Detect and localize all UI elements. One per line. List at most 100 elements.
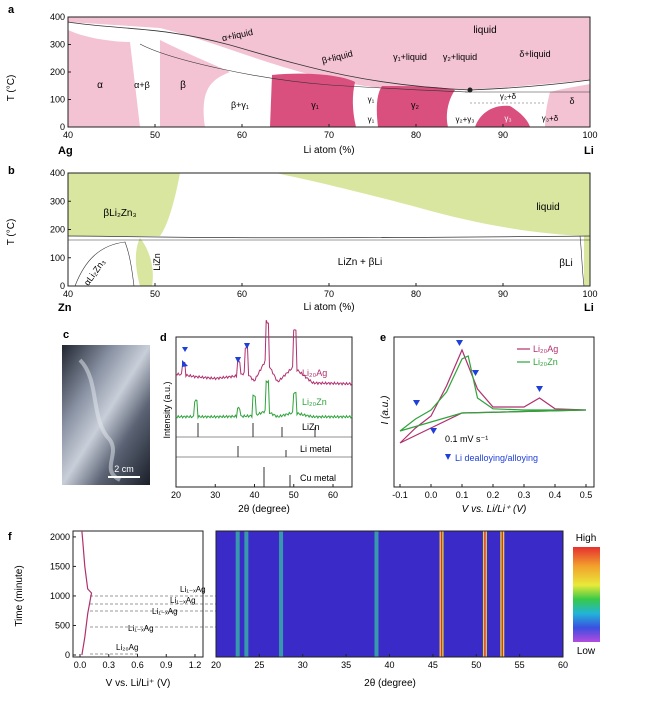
panel-a-xticks: 40 50 60 70 80 90 100 [63,124,598,140]
panel-f-left-frame [72,530,204,658]
heat-peak-0 [235,531,240,657]
panel-f-xticks-right: 20 25 30 35 40 45 50 55 60 [211,654,568,670]
cv-marker-4 [413,400,420,406]
a-x-tick-label: 60 [237,130,247,140]
xrd-li20ag-line [175,320,353,386]
region-beta-li-strip [584,236,590,286]
ref-label-cu-metal: Cu metal [300,473,336,483]
b-y-tick-label: 100 [50,253,65,263]
label-lizn: LiZn [152,253,162,271]
a-y-tick-label: 200 [50,67,65,77]
label-g2-delta: γ₂+δ [500,92,517,101]
label-g1b: γ₁ [368,115,375,124]
panel-c: c 2 cm [62,329,150,485]
region-lizn [135,238,153,286]
panel-e-xticks: -0.1 0.0 0.1 0.2 0.3 0.4 0.5 [392,484,592,500]
cv-marker-2 [472,370,479,376]
fr-x-tick-label: 30 [298,660,308,670]
xrd-marker-3 [235,357,241,363]
fl-x-tick-label: 0.0 [74,660,87,670]
heat-peak-core-5 [484,531,486,657]
region-beta [160,40,230,127]
label-alpha: α [97,80,103,91]
panel-b-right-element: Li [584,302,594,314]
cv-scan-rate: 0.1 mV s⁻¹ [445,434,488,444]
panel-b-xlabel: Li atom (%) [303,302,354,313]
cv-marker-3 [536,386,543,392]
a-x-tick-label: 90 [498,130,508,140]
a-y-tick-label: 300 [50,40,65,50]
a-x-tick-label: 50 [150,130,160,140]
panel-f-ylabel: Time (minute) [14,565,25,626]
fl-x-tick-label: 0.6 [131,660,144,670]
label-delta: δ [569,96,574,106]
fl-x-tick-label: 1.2 [189,660,202,670]
b-y-tick-label: 0 [60,281,65,291]
f-y-tick-label: 0 [65,650,70,660]
panel-b-left-element: Zn [58,302,72,314]
panel-d-ylabel: Intensity (a.u.) [162,381,172,438]
panel-c-label: c [63,329,69,341]
line-alpha-li2zn3 [74,241,135,287]
a-x-tick-label: 40 [63,130,73,140]
panel-e-label: e [380,332,386,344]
label-beta-g1: β+γ₁ [231,100,249,110]
e-x-tick-label: 0.4 [549,490,562,500]
label-beta-li2zn3: βLi₂Zn₃ [103,208,136,219]
cv-li20zn-line [399,355,587,432]
label-g1a: γ₁ [368,95,375,104]
fl-x-tick-label: 0.3 [102,660,115,670]
region-liquid [68,17,590,91]
xrd-marker-2 [182,360,188,367]
panel-d: d Intensity (a.u.) Li₂₀Ag Li₂₀Zn LiZn Li… [160,320,353,515]
fr-x-tick-label: 60 [558,660,568,670]
cv-marker-1 [456,340,463,346]
label-g3: γ₃ [504,114,511,123]
e-x-tick-label: 0.5 [580,490,593,500]
b-y-tick-label: 400 [50,168,65,178]
solidus-line [139,43,471,93]
fl-x-tick-label: 0.9 [160,660,173,670]
heat-peak-1 [244,531,249,657]
legend-li20ag: Li₂₀Ag [533,344,558,354]
label-beta: β [180,80,186,91]
label-g2-liquid: γ₂+liquid [443,52,477,62]
panel-a-yticks: 0 100 200 300 400 [50,12,71,132]
label-lizn-beta-li: LiZn + βLi [338,257,382,268]
e-x-tick-label: -0.1 [392,490,408,500]
heatmap-area [216,531,563,657]
panel-a-left-element: Ag [58,145,73,157]
cv-marker-note: Li dealloying/alloying [455,453,538,463]
ref-label-lizn: LiZn [302,422,320,432]
panel-b: b T (°C) βLi₂Zn₃ liquid αLi₂Zn₃ LiZn LiZ… [6,165,598,314]
panel-f-xlabel-left: V vs. Li/Li⁺ (V) [106,678,171,689]
a-x-tick-label: 80 [411,130,421,140]
f-y-tick-label: 1500 [50,561,70,571]
phase-label-5: Li₂₀Ag [116,643,138,652]
panel-e: e I (a.u.) Li₂₀Ag Li₂₀Zn 0.1 mV s⁻¹ Li d… [380,332,595,515]
b-x-tick-label: 100 [582,289,597,299]
d-x-tick-label: 60 [328,490,338,500]
region-gamma3 [475,105,530,127]
panel-a: a T (°C) liquid α+liquid β+liquid γ₁+liq… [6,4,598,157]
heatmap-peaks [235,531,505,657]
label-beta-li: βLi [559,258,573,269]
b-x-tick-label: 90 [498,289,508,299]
fr-x-tick-label: 35 [341,660,351,670]
b-x-tick-label: 60 [237,289,247,299]
scale-bar-label: 2 cm [114,464,134,474]
panel-d-xticks: 20 30 40 50 60 [171,484,338,500]
region-beta-li2zn3 [68,173,180,236]
b-x-tick-label: 80 [411,289,421,299]
fr-x-tick-label: 55 [515,660,525,670]
li-foil-photo [62,345,150,485]
region-gamma2 [376,86,455,127]
f-voltage-line [81,530,93,656]
xrd-label-li20ag: Li₂₀Ag [302,368,327,378]
label-g1-liquid: γ₁+liquid [393,52,427,62]
heat-peak-2 [279,531,284,657]
heat-peak-core-6 [501,531,503,657]
heat-peak-core-4 [440,531,443,657]
label-liquid-a: liquid [473,25,496,36]
